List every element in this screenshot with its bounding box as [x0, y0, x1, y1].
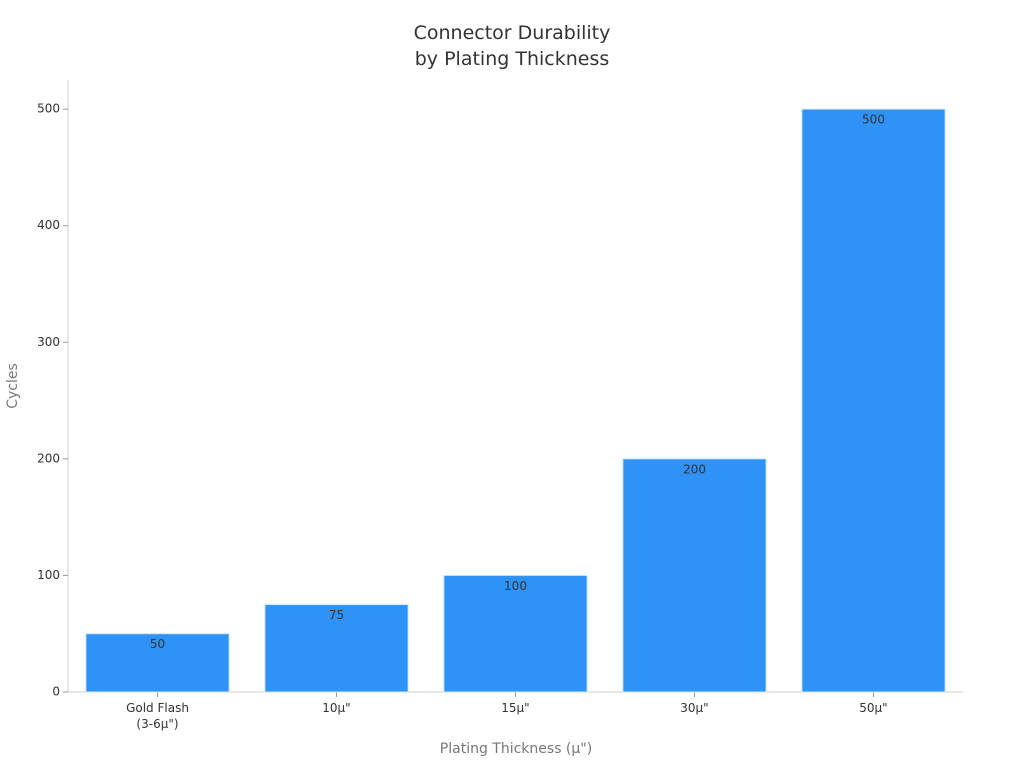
- y-tick-label: 100: [37, 568, 60, 582]
- x-tick-label: 15µ": [501, 701, 530, 715]
- value-label: 75: [329, 608, 344, 622]
- y-tick-label: 0: [52, 685, 60, 699]
- value-label: 500: [862, 113, 885, 127]
- bar: [85, 633, 230, 693]
- bar: [443, 574, 588, 693]
- x-tick-label: 50µ": [859, 701, 888, 715]
- bar: [801, 108, 946, 693]
- bar: [622, 458, 767, 693]
- y-tick-label: 400: [37, 218, 60, 232]
- y-axis-label: Cycles: [5, 363, 21, 409]
- chart-title: Connector Durability by Plating Thicknes…: [413, 22, 611, 70]
- y-tick-label: 200: [37, 451, 60, 465]
- x-axis-label: Plating Thickness (µ"): [439, 741, 593, 757]
- value-label: 100: [504, 579, 527, 593]
- y-tick-label: 500: [37, 102, 60, 116]
- y-tick-label: 300: [37, 335, 60, 349]
- bar: [264, 604, 409, 693]
- value-label: 50: [150, 637, 165, 651]
- x-tick-label: Gold Flash (3-6µ"): [126, 701, 189, 731]
- x-tick-label: 10µ": [322, 701, 351, 715]
- x-tick-label: 30µ": [680, 701, 709, 715]
- value-label: 200: [683, 462, 706, 476]
